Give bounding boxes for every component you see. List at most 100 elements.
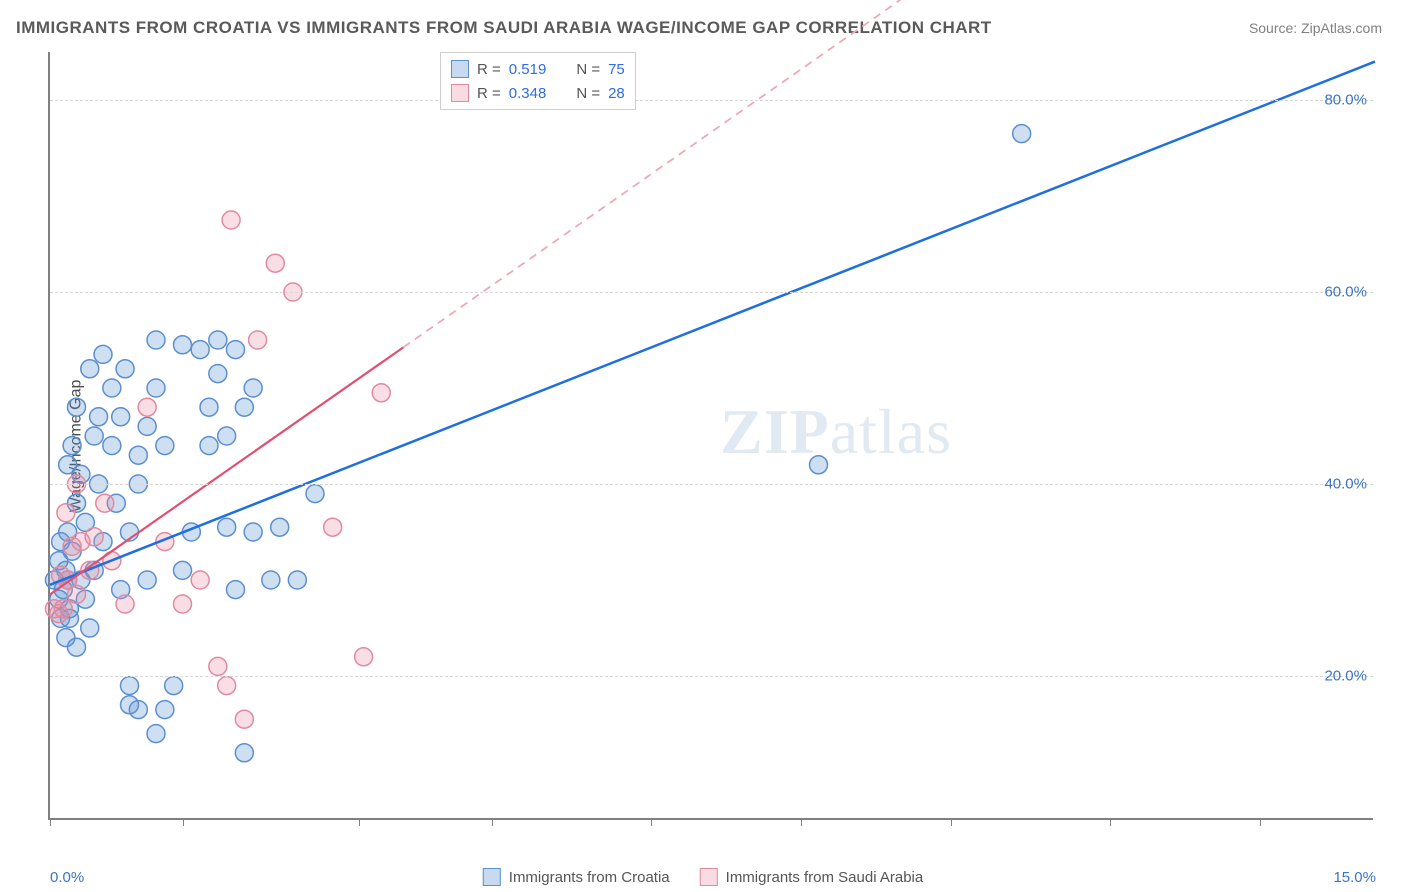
data-point [156,437,174,455]
data-point [222,211,240,229]
x-axis-min-label: 0.0% [50,869,84,886]
data-point [156,701,174,719]
data-point [306,485,324,503]
y-tick-label: 20.0% [1324,668,1377,685]
x-tick [1110,818,1111,826]
y-tick-label: 60.0% [1324,284,1377,301]
source-label: Source: ZipAtlas.com [1249,20,1382,36]
legend-r-value: 0.519 [509,61,547,78]
data-point [112,408,130,426]
x-tick [492,818,493,826]
data-point [129,446,147,464]
data-point [103,379,121,397]
data-point [227,341,245,359]
gridline [50,100,1373,101]
data-point [227,581,245,599]
legend-label: Immigrants from Croatia [509,869,670,886]
data-point [116,360,134,378]
x-tick [651,818,652,826]
data-point [235,398,253,416]
legend-n-label: N = [576,85,600,102]
data-point [138,417,156,435]
data-point [116,595,134,613]
data-point [200,437,218,455]
data-point [147,725,165,743]
data-point [81,360,99,378]
legend-r-label: R = [477,85,501,102]
gridline [50,676,1373,677]
data-point [138,398,156,416]
data-point [355,648,373,666]
data-point [191,571,209,589]
data-point [244,379,262,397]
series-legend: Immigrants from Croatia Immigrants from … [483,868,923,886]
data-point [129,701,147,719]
y-tick-label: 40.0% [1324,476,1377,493]
data-point [235,744,253,762]
legend-row-saudi: R = 0.348 N = 28 [451,81,625,105]
data-point [90,408,108,426]
legend-r-value: 0.348 [509,85,547,102]
legend-row-croatia: R = 0.519 N = 75 [451,57,625,81]
x-tick [951,818,952,826]
data-point [235,710,253,728]
legend-n-value: 75 [608,61,625,78]
data-point [81,619,99,637]
data-point [68,638,86,656]
legend-r-label: R = [477,61,501,78]
x-tick [801,818,802,826]
data-point [218,518,236,536]
x-tick [183,818,184,826]
data-point [68,585,86,603]
data-point [174,336,192,354]
x-tick [1260,818,1261,826]
data-point [147,331,165,349]
chart-title: IMMIGRANTS FROM CROATIA VS IMMIGRANTS FR… [16,18,992,38]
data-point [68,398,86,416]
legend-item-croatia: Immigrants from Croatia [483,868,670,886]
data-point [174,595,192,613]
data-point [218,427,236,445]
y-tick-label: 80.0% [1324,92,1377,109]
data-point [63,437,81,455]
data-point [810,456,828,474]
swatch-icon [483,868,501,886]
gridline [50,292,1373,293]
data-point [54,600,72,618]
regression-line [50,62,1375,585]
data-point [209,331,227,349]
data-point [209,365,227,383]
plot-area: 20.0%40.0%60.0%80.0% [48,52,1373,820]
data-point [271,518,289,536]
x-tick [50,818,51,826]
data-point [165,677,183,695]
x-tick [359,818,360,826]
data-point [1013,125,1031,143]
data-point [57,504,75,522]
legend-item-saudi: Immigrants from Saudi Arabia [700,868,924,886]
data-point [103,437,121,455]
data-point [262,571,280,589]
data-point [244,523,262,541]
data-point [121,677,139,695]
data-point [94,345,112,363]
data-point [288,571,306,589]
data-point [85,427,103,445]
legend-n-label: N = [576,61,600,78]
swatch-icon [700,868,718,886]
data-point [138,571,156,589]
correlation-legend: R = 0.519 N = 75 R = 0.348 N = 28 [440,52,636,110]
swatch-icon [451,84,469,102]
data-point [200,398,218,416]
x-axis-max-label: 15.0% [1333,869,1376,886]
gridline [50,484,1373,485]
data-point [266,254,284,272]
legend-label: Immigrants from Saudi Arabia [726,869,924,886]
data-point [372,384,390,402]
chart-svg [50,52,1373,818]
data-point [324,518,342,536]
data-point [218,677,236,695]
data-point [249,331,267,349]
data-point [174,561,192,579]
data-point [147,379,165,397]
